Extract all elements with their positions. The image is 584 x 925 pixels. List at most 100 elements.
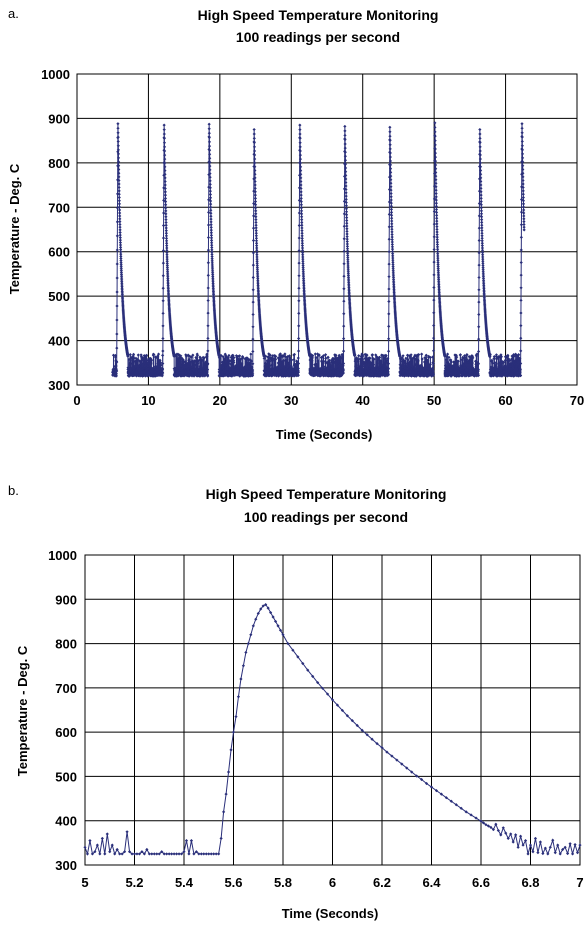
- data-point: [345, 216, 349, 220]
- data-point: [345, 242, 349, 246]
- data-point: [255, 265, 259, 269]
- data-point: [163, 193, 168, 197]
- data-point: [432, 222, 436, 226]
- data-point: [209, 211, 213, 215]
- data-point: [346, 264, 350, 268]
- data-point: [119, 270, 124, 275]
- data-point: [431, 349, 436, 353]
- data-point: [220, 363, 224, 367]
- grid: [76, 73, 578, 386]
- data-point: [165, 253, 169, 257]
- data-point: [390, 230, 394, 234]
- data-point: [199, 362, 203, 366]
- data-point: [372, 363, 376, 367]
- data-point: [255, 248, 259, 252]
- data-point: [251, 349, 255, 354]
- data-point: [285, 358, 289, 363]
- data-point: [298, 161, 303, 165]
- data-point: [116, 131, 120, 135]
- data-point: [433, 134, 437, 138]
- data-point: [255, 263, 259, 267]
- data-point: [345, 239, 349, 244]
- data-point: [199, 357, 204, 362]
- data-point: [256, 275, 260, 279]
- data-point: [255, 271, 260, 275]
- data-point: [161, 249, 166, 253]
- data-point: [209, 231, 213, 235]
- data-point: [148, 363, 152, 368]
- data-point: [311, 354, 315, 358]
- data-point: [299, 183, 303, 187]
- data-point: [391, 254, 395, 258]
- data-point: [162, 145, 167, 149]
- data-point: [436, 274, 441, 278]
- data-point: [119, 272, 124, 277]
- data-point: [206, 248, 211, 252]
- data-point: [164, 212, 168, 216]
- data-point: [253, 161, 257, 165]
- data-point: [115, 248, 119, 252]
- data-point: [363, 363, 367, 367]
- data-point: [342, 262, 346, 266]
- data-point: [244, 364, 248, 368]
- data-point: [345, 249, 350, 253]
- data-point: [388, 151, 392, 155]
- data-point: [392, 281, 396, 285]
- data-point: [310, 359, 314, 363]
- data-point: [421, 365, 425, 370]
- data-point: [185, 371, 189, 375]
- chart-subtitle: 100 readings per second: [236, 29, 400, 45]
- data-point: [164, 203, 168, 207]
- data-point: [254, 236, 259, 240]
- data-point: [209, 220, 213, 224]
- data-point: [179, 354, 183, 358]
- data-point: [389, 210, 394, 214]
- data-point: [297, 236, 301, 240]
- data-point: [368, 364, 372, 369]
- data-point: [116, 148, 120, 152]
- data-point: [163, 161, 167, 165]
- data-point: [209, 208, 213, 212]
- data-point: [256, 287, 260, 291]
- data-point: [241, 356, 245, 360]
- data-point: [403, 364, 407, 369]
- data-point: [347, 282, 351, 286]
- data-point: [195, 357, 199, 361]
- data-point: [360, 353, 364, 357]
- data-point: [298, 145, 302, 149]
- data-point: [115, 304, 119, 308]
- data-point: [119, 256, 123, 261]
- data-point: [404, 361, 408, 365]
- data-point: [208, 192, 213, 197]
- data-point: [345, 232, 349, 236]
- data-point: [268, 356, 272, 360]
- data-point: [211, 271, 215, 275]
- data-point: [344, 187, 348, 192]
- data-point: [164, 223, 168, 227]
- data-point: [219, 353, 223, 358]
- data-point: [347, 279, 351, 283]
- data-point: [191, 353, 195, 357]
- data-point: [391, 277, 396, 282]
- data-point: [357, 354, 361, 358]
- data-point: [435, 235, 439, 239]
- data-point: [118, 243, 123, 247]
- data-point: [251, 263, 255, 267]
- data-point: [409, 356, 413, 360]
- data-point: [115, 290, 119, 294]
- data-point: [323, 353, 328, 357]
- data-point: [391, 266, 395, 270]
- data-point: [387, 262, 391, 266]
- data-point: [296, 373, 300, 377]
- data-point: [296, 370, 301, 374]
- data-point: [255, 267, 260, 271]
- data-point: [262, 356, 266, 360]
- data-point: [232, 355, 236, 360]
- data-point: [158, 360, 163, 365]
- data-point: [127, 357, 131, 362]
- data-point: [182, 363, 187, 367]
- data-point: [116, 178, 120, 182]
- data-point: [448, 363, 452, 367]
- data-point: [341, 349, 346, 353]
- data-point: [209, 217, 213, 221]
